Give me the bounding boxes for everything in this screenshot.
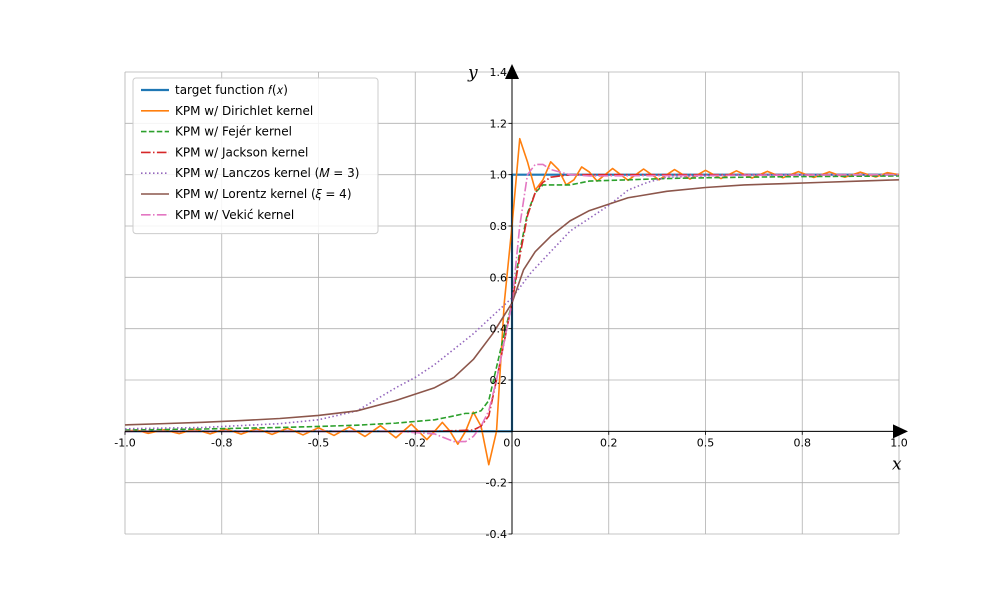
y-tick-label: 1.0	[490, 169, 508, 182]
y-axis-label: y	[467, 63, 478, 83]
series-line	[124, 179, 900, 426]
y-tick-label: 1.4	[490, 66, 508, 79]
x-tick-label: -1.0	[114, 436, 135, 449]
y-tick-label: -0.2	[486, 477, 507, 490]
x-tick-label: 0.8	[794, 436, 812, 449]
tick-labels: -1.0 -0.8 -0.5 -0.2 0.0 0.2 0.5 0.8 1.0 -0.4 -0.2 0…	[114, 66, 907, 541]
x-tick-label: -0.5	[308, 436, 329, 449]
x-tick-label: -0.2	[405, 436, 426, 449]
legend-label: KPM w/ Lanczos kernel (𝑀 = 3)	[175, 166, 360, 180]
y-tick-label: 0.2	[490, 374, 508, 387]
x-tick-label: -0.8	[211, 436, 232, 449]
y-axis-arrow-icon	[505, 64, 519, 79]
legend-label: KPM w/ Jackson kernel	[175, 145, 308, 159]
legend-label: KPM w/ Vekić kernel	[175, 208, 294, 222]
legend-label: KPM w/ Lorentz kernel (𝜉 = 4)	[175, 187, 352, 201]
x-tick-label: 0.0	[503, 436, 521, 449]
y-tick-label: 0.8	[490, 220, 508, 233]
x-axis-label: x	[892, 454, 902, 474]
legend-label: target function 𝑓(𝑥)	[175, 83, 288, 97]
x-tick-label: 0.5	[697, 436, 715, 449]
y-tick-label: 0.4	[490, 323, 508, 336]
series-layer	[124, 137, 900, 466]
legend: target function 𝑓(𝑥) KPM w/ Dirichlet ker…	[132, 77, 379, 235]
series-line	[125, 163, 900, 443]
x-tick-label: 0.2	[600, 436, 618, 449]
legend-label: KPM w/ Dirichlet kernel	[175, 104, 313, 118]
legend-box	[132, 77, 379, 235]
legend-label: KPM w/ Fejér kernel	[175, 125, 292, 139]
x-tick-label: 1.0	[890, 436, 908, 449]
y-tick-label: 1.2	[490, 117, 508, 130]
y-tick-label: 0.6	[490, 271, 508, 284]
y-tick-label: -0.4	[486, 528, 507, 541]
series-line	[124, 173, 899, 430]
x-axis-arrow-icon	[893, 424, 908, 439]
